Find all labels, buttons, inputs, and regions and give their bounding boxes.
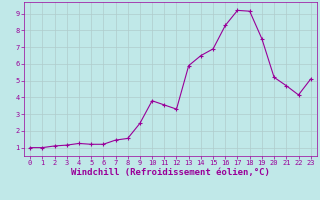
X-axis label: Windchill (Refroidissement éolien,°C): Windchill (Refroidissement éolien,°C) (71, 168, 270, 177)
